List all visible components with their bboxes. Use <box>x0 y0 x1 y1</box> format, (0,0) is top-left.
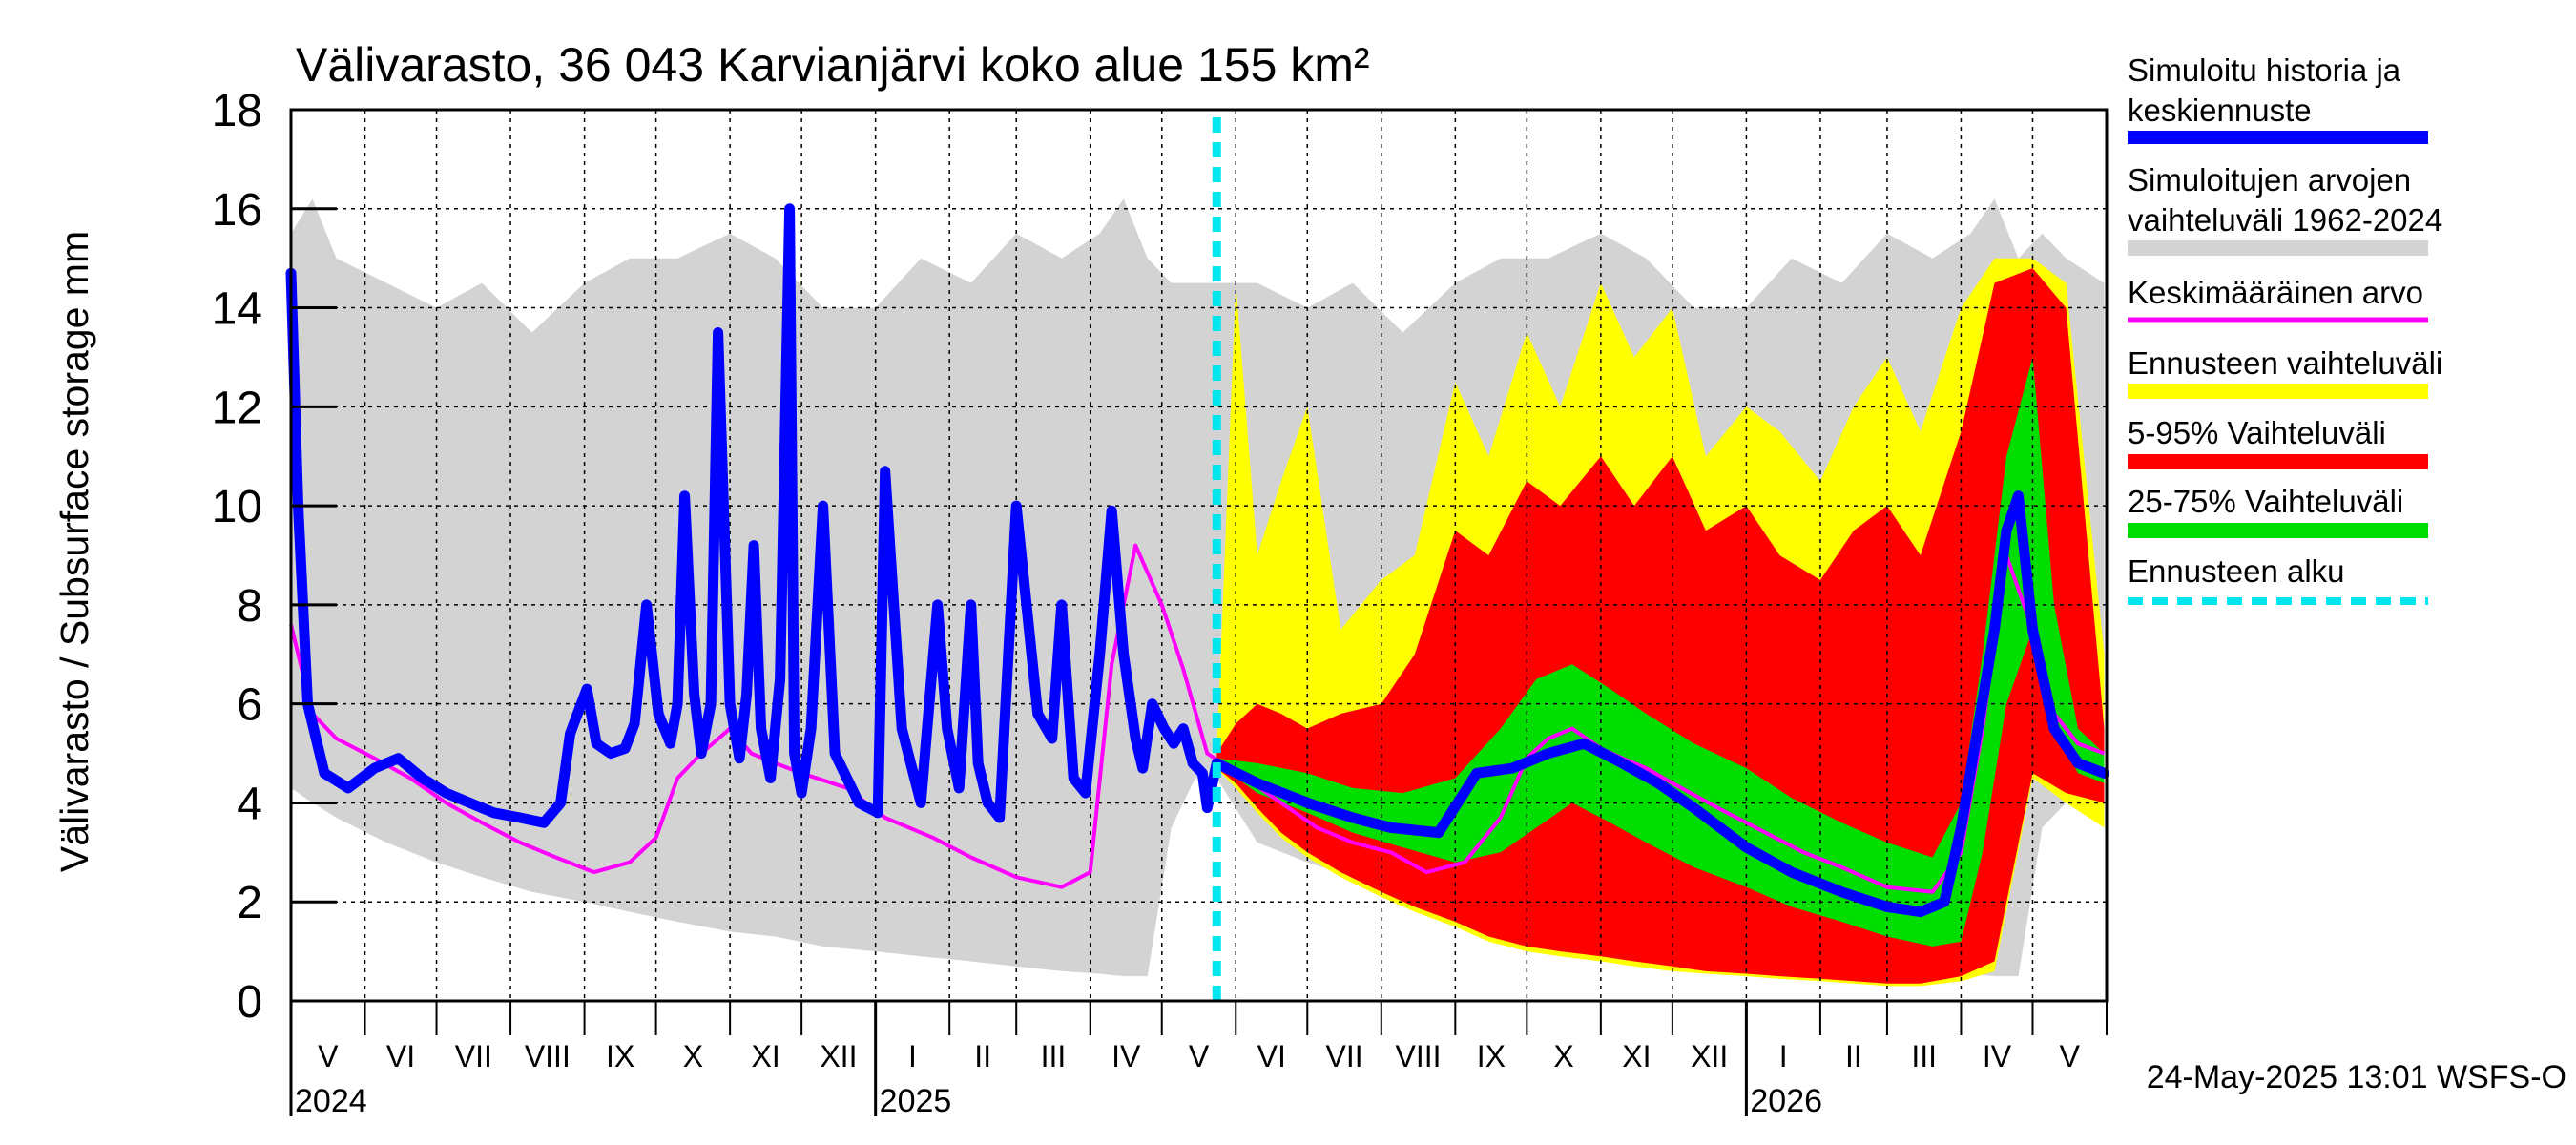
month-label: IX <box>1477 1039 1506 1073</box>
legend: Simuloitu historia ja keskiennuste Simuloi… <box>2128 52 2442 605</box>
legend-label: 25-75% Vaihteluväli <box>2128 484 2403 519</box>
legend-label: vaihteluväli 1962-2024 <box>2128 202 2442 238</box>
y-tick-label: 0 <box>237 977 262 1028</box>
month-label: II <box>974 1039 991 1073</box>
month-label: XI <box>752 1039 780 1073</box>
month-label: X <box>683 1039 703 1073</box>
legend-label: Simuloitujen arvojen <box>2128 162 2411 198</box>
month-label: XI <box>1622 1039 1651 1073</box>
year-label: 2025 <box>880 1083 952 1119</box>
month-label: VIII <box>525 1039 571 1073</box>
month-label: III <box>1911 1039 1937 1073</box>
band-layers <box>291 198 2105 987</box>
series-simuloitu-historia <box>285 203 2109 918</box>
year-label: 2024 <box>295 1083 367 1119</box>
month-label: III <box>1041 1039 1067 1073</box>
y-tick-label: 10 <box>212 482 262 532</box>
month-label: V <box>318 1039 339 1073</box>
y-tick-label: 6 <box>237 680 262 731</box>
y-tick-label: 4 <box>237 779 262 829</box>
month-label: IV <box>1983 1039 2012 1073</box>
y-tick-label: 16 <box>212 185 262 236</box>
month-label: VII <box>455 1039 492 1073</box>
plot-frame <box>289 108 2109 1003</box>
month-label: X <box>1553 1039 1573 1073</box>
y-tick-label: 14 <box>212 284 262 335</box>
legend-label: 5-95% Vaihteluväli <box>2128 415 2386 450</box>
y-tick-label: 2 <box>237 878 262 928</box>
grid-lines <box>291 110 2107 1001</box>
month-label: IX <box>606 1039 634 1073</box>
month-label: VI <box>1257 1039 1286 1073</box>
legend-label: Ennusteen alku <box>2128 553 2345 589</box>
y-tick-label: 12 <box>212 383 262 433</box>
month-label: VI <box>386 1039 415 1073</box>
month-label: V <box>1189 1039 1210 1073</box>
month-label: XII <box>1691 1039 1728 1073</box>
y-tick-label: 18 <box>212 86 262 136</box>
band-25-75-vaihteluv-li <box>1216 357 2105 947</box>
month-label: II <box>1845 1039 1862 1073</box>
series-lines <box>285 117 2109 1001</box>
legend-label: Keskimääräinen arvo <box>2128 275 2423 310</box>
legend-label: keskiennuste <box>2128 93 2312 128</box>
y-axis-label: Välivarasto / Subsurface storage mm <box>52 231 96 872</box>
series-keskimaarainen-arvo <box>289 543 2106 894</box>
month-label: V <box>2060 1039 2081 1073</box>
month-label: VIII <box>1396 1039 1442 1073</box>
footer-timestamp: 24-May-2025 13:01 WSFS-O <box>2147 1059 2566 1095</box>
chart-title: Välivarasto, 36 043 Karvianjärvi koko al… <box>296 38 1370 92</box>
month-label: VII <box>1325 1039 1362 1073</box>
month-label: XII <box>820 1039 857 1073</box>
y-tick-label: 8 <box>237 581 262 632</box>
legend-label: Ennusteen vaihteluväli <box>2128 345 2442 381</box>
year-label: 2026 <box>1750 1083 1822 1119</box>
month-label: IV <box>1111 1039 1141 1073</box>
month-label: I <box>908 1039 917 1073</box>
month-label: I <box>1779 1039 1788 1073</box>
legend-label: Simuloitu historia ja <box>2128 52 2401 88</box>
